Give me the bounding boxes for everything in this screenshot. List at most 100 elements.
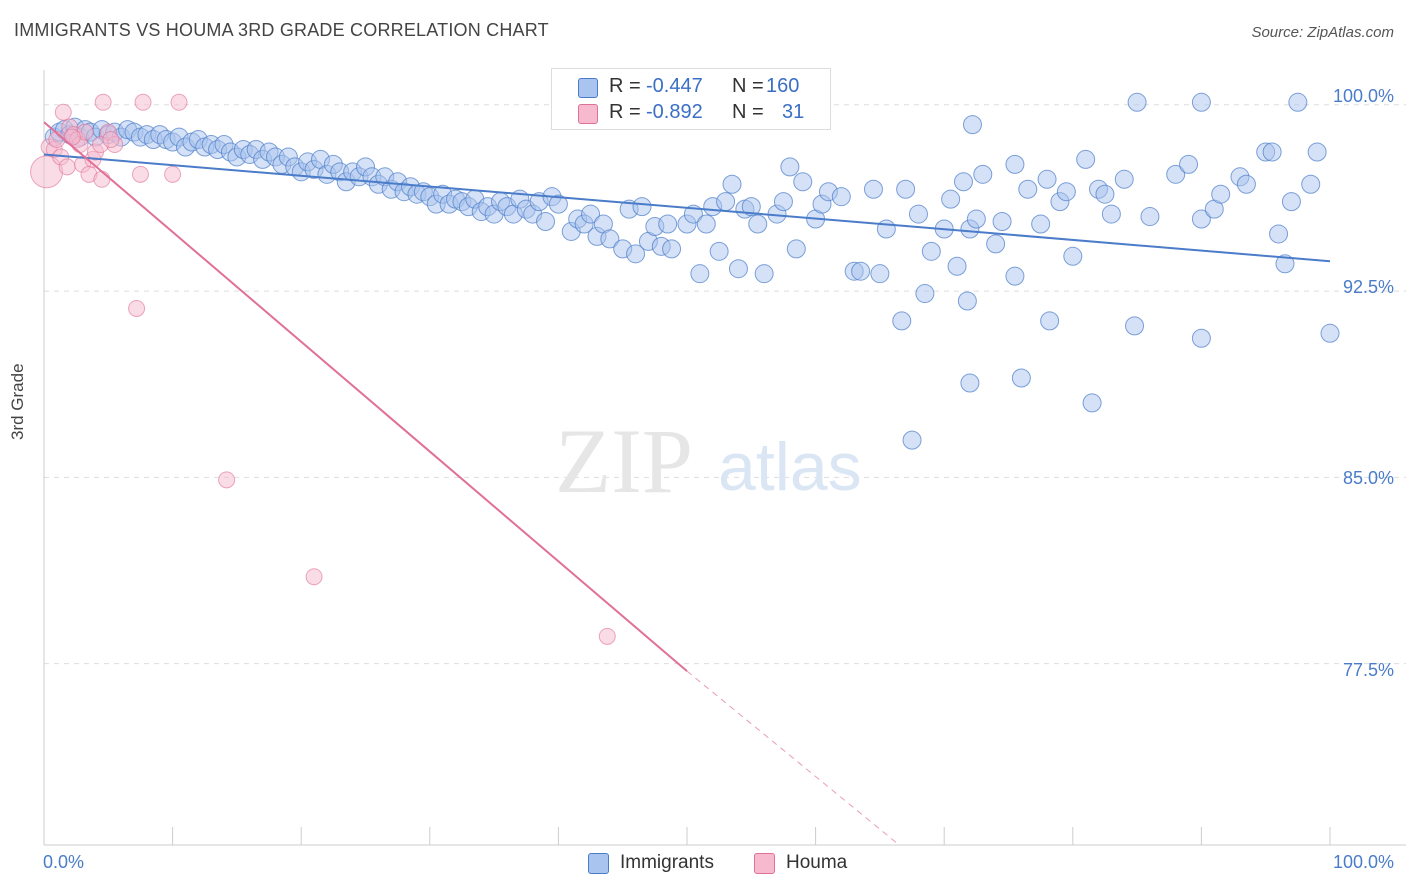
immigrants-point [716,192,736,212]
immigrants-point [1236,174,1256,194]
immigrants-point [941,189,961,209]
immigrants-point [786,239,806,259]
immigrants-point [1082,393,1102,413]
immigrants-points [44,92,1340,450]
houma-point [164,165,182,183]
immigrants-point [1056,182,1076,202]
immigrants-point [1288,92,1308,112]
trend-layer [43,121,1331,846]
immigrants-point [960,373,980,393]
y-tick-label: 100.0% [1332,86,1394,106]
immigrants-point [1281,192,1301,212]
immigrants-point [1063,246,1083,266]
immigrants-point [1076,149,1096,169]
immigrants-point [1191,328,1211,348]
immigrants-point [748,214,768,234]
axis-layer [43,70,1406,846]
immigrants-point [892,311,912,331]
watermark-atlas: atlas [718,429,862,505]
houma-point [170,93,188,111]
immigrants-point [581,204,601,224]
immigrants-point [536,212,556,232]
immigrants-point [1040,311,1060,331]
houma-point [305,568,323,586]
immigrants-point [870,264,890,284]
immigrants-point [1179,154,1199,174]
houma-point [598,627,616,645]
houma-point [218,471,236,489]
chart-title: IMMIGRANTS VS HOUMA 3RD GRADE CORRELATIO… [14,20,549,40]
y-tick-label: 77.5% [1342,660,1394,680]
n-value: 31 [782,101,805,123]
immigrants-legend-swatch [588,853,609,874]
immigrants-point [1125,316,1145,336]
immigrants-point [1095,184,1115,204]
r-value: -0.892 [646,101,703,123]
immigrants-point [690,264,710,284]
immigrants-point [754,264,774,284]
y-tick-label: 92.5% [1342,277,1394,297]
immigrants-point [741,197,761,217]
immigrants-point [1166,164,1186,184]
r-label: R = [609,75,641,97]
immigrants-swatch [578,78,598,98]
houma-point [134,93,152,111]
legend-label: Houma [786,852,848,873]
immigrants-point [1191,92,1211,112]
immigrants-point [1011,368,1031,388]
immigrants-point [1101,204,1121,224]
houma-point [93,170,111,188]
immigrants-point [1031,214,1051,234]
houma-swatch [578,104,598,124]
immigrants-point [957,291,977,311]
immigrants-point [1211,184,1231,204]
houma-points [30,93,616,645]
n-label: N = [732,101,764,123]
immigrants-point [1191,209,1211,229]
immigrants-point [1127,92,1147,112]
immigrants-point [831,187,851,207]
immigrants-point [915,284,935,304]
immigrants-point [548,194,568,214]
immigrants-point [728,259,748,279]
immigrants-point [1301,174,1321,194]
immigrants-point [986,234,1006,254]
houma-point [54,103,72,121]
houma-point [94,93,112,111]
immigrants-point [902,430,922,450]
immigrants-point [921,241,941,261]
immigrants-point [722,174,742,194]
legend-label: Immigrants [620,852,714,873]
immigrants-point [992,212,1012,232]
houma-point [128,299,146,317]
immigrants-point [793,172,813,192]
immigrants-point [632,197,652,217]
watermark-zip: ZIP [555,410,693,512]
immigrants-point [780,157,800,177]
immigrants-point [947,256,967,276]
immigrants-point [709,241,729,261]
immigrants-point [863,179,883,199]
immigrants-point [696,214,716,234]
houma-trendline [43,121,688,672]
immigrants-point [876,219,896,239]
houma-point [102,131,120,149]
immigrants-point [973,164,993,184]
houma-trendline-extension [686,670,900,846]
n-label: N = [732,75,764,97]
houma-legend-swatch [754,853,775,874]
houma-point [131,165,149,183]
y-tick-label: 85.0% [1342,468,1394,488]
immigrants-point [1275,254,1295,274]
n-value: 160 [766,75,800,97]
immigrants-point [1005,266,1025,286]
immigrants-point [600,229,620,249]
immigrants-point [896,179,916,199]
immigrants-point [1269,224,1289,244]
immigrants-point [1320,323,1340,343]
immigrants-point [966,209,986,229]
immigrants-point [1005,154,1025,174]
immigrants-point [851,261,871,281]
houma-point [58,158,76,176]
